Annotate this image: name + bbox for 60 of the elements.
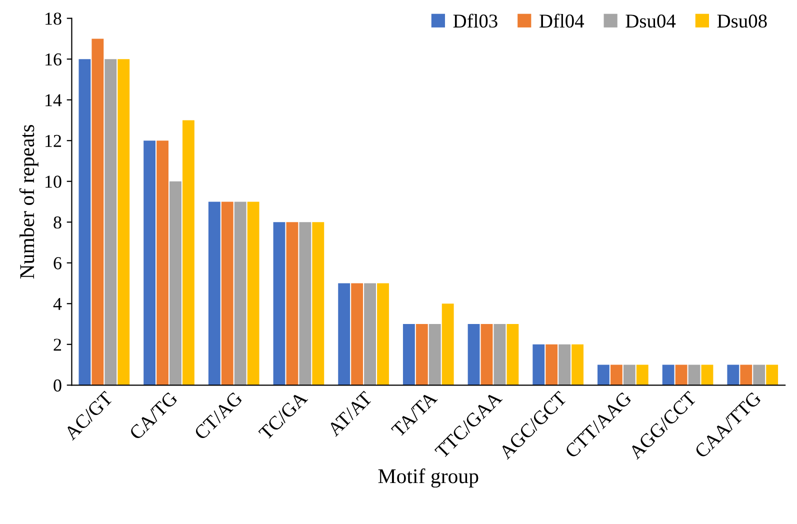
bar	[532, 344, 545, 386]
bar	[92, 38, 104, 386]
y-axis-title: Number of repeats	[19, 124, 38, 279]
bar	[701, 364, 714, 386]
bar	[442, 304, 454, 386]
bar	[156, 140, 168, 386]
bar	[623, 364, 636, 386]
y-tick-label: 6	[54, 257, 62, 270]
bar	[402, 324, 415, 386]
bar	[494, 324, 506, 386]
bar	[286, 222, 298, 386]
bar	[234, 202, 246, 386]
bar	[727, 364, 740, 386]
bar	[480, 324, 493, 386]
bar	[78, 59, 91, 386]
bar	[428, 324, 441, 386]
legend-label: Dsu08	[717, 14, 767, 28]
bar	[572, 344, 584, 386]
bar	[170, 181, 182, 386]
bar	[546, 344, 558, 386]
y-tick-label: 16	[46, 53, 62, 66]
bar	[338, 283, 350, 386]
bar	[610, 364, 622, 386]
bar	[377, 283, 389, 386]
bar	[299, 222, 312, 386]
bar	[273, 222, 286, 386]
y-tick-label: 12	[46, 134, 62, 147]
bar	[118, 59, 130, 386]
bar	[312, 222, 324, 386]
y-tick-label: 2	[54, 338, 62, 351]
y-tick-label: 8	[54, 216, 62, 229]
bar	[636, 364, 648, 386]
bar	[208, 202, 220, 386]
bar	[364, 283, 376, 386]
bar	[182, 120, 194, 386]
y-tick-label: 14	[46, 94, 62, 106]
bar	[144, 140, 156, 386]
bar	[558, 344, 571, 386]
y-tick-label: 10	[46, 176, 62, 188]
bar	[675, 364, 688, 386]
bar	[753, 364, 766, 386]
bar	[598, 364, 610, 386]
bar	[740, 364, 752, 386]
legend-label: Dfl04	[540, 14, 584, 28]
bar	[416, 324, 428, 386]
x-axis-title: Motif group	[378, 468, 478, 488]
bar	[351, 283, 364, 386]
legend-label: Dfl03	[453, 14, 498, 28]
legend-label: Dsu04	[626, 14, 676, 28]
bar	[221, 202, 234, 386]
bar	[766, 364, 778, 386]
y-tick-label: 18	[46, 12, 62, 25]
bar	[662, 364, 674, 386]
bar	[688, 364, 700, 386]
y-tick-label: 4	[53, 298, 62, 310]
bar	[506, 324, 519, 386]
bar	[468, 324, 480, 386]
bar	[104, 59, 117, 386]
y-tick-label: 0	[54, 379, 62, 392]
bar	[247, 202, 260, 386]
